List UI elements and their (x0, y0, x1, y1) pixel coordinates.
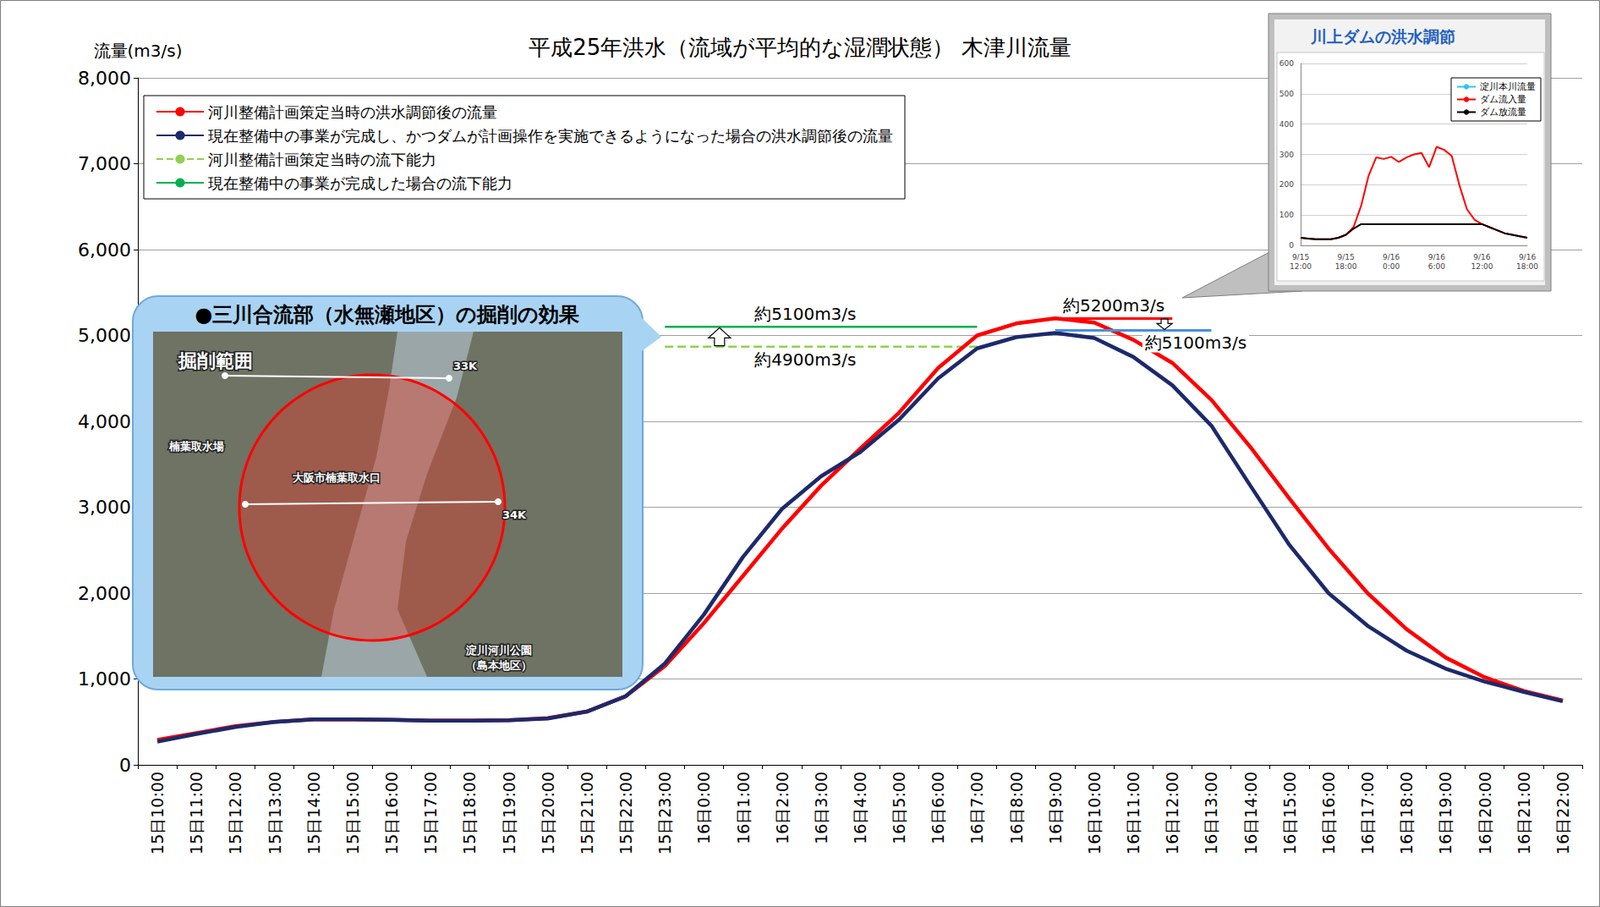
svg-text:16日20:00: 16日20:00 (1475, 771, 1495, 855)
svg-text:18:00: 18:00 (1335, 262, 1358, 271)
svg-text:15日16:00: 15日16:00 (382, 771, 401, 855)
svg-text:18:00: 18:00 (1516, 262, 1539, 271)
svg-text:16日4:00: 16日4:00 (850, 771, 870, 844)
svg-text:ダム流入量: ダム流入量 (1479, 93, 1527, 105)
svg-text:34K: 34K (502, 508, 527, 521)
svg-text:6:00: 6:00 (1428, 262, 1446, 271)
svg-text:掘削範囲: 掘削範囲 (177, 350, 253, 372)
svg-text:9/15: 9/15 (1336, 252, 1354, 262)
svg-text:（島本地区）: （島本地区） (465, 658, 532, 672)
svg-text:1,000: 1,000 (77, 668, 132, 690)
svg-text:淀川本川流量: 淀川本川流量 (1479, 81, 1536, 93)
svg-text:約5100m3/s: 約5100m3/s (1145, 332, 1247, 353)
svg-text:16日11:00: 16日11:00 (1123, 771, 1143, 855)
svg-text:400: 400 (1279, 120, 1294, 129)
svg-text:500: 500 (1279, 89, 1294, 99)
svg-text:16日14:00: 16日14:00 (1241, 771, 1261, 855)
svg-text:ダム放流量: ダム放流量 (1479, 106, 1527, 118)
svg-text:15日11:00: 15日11:00 (186, 771, 206, 855)
svg-text:4,000: 4,000 (77, 410, 132, 433)
svg-text:河川整備計画策定当時の洪水調節後の流量: 河川整備計画策定当時の洪水調節後の流量 (208, 103, 498, 121)
svg-text:16日0:00: 16日0:00 (694, 771, 713, 844)
svg-text:流量(m3/s): 流量(m3/s) (93, 40, 183, 61)
svg-text:16日19:00: 16日19:00 (1435, 771, 1455, 855)
svg-text:9/15: 9/15 (1292, 252, 1310, 262)
svg-text:16日9:00: 16日9:00 (1046, 771, 1065, 844)
svg-text:15日14:00: 15日14:00 (304, 771, 324, 855)
svg-text:15日18:00: 15日18:00 (460, 771, 479, 855)
svg-text:現在整備中の事業が完成した場合の流下能力: 現在整備中の事業が完成した場合の流下能力 (208, 174, 513, 192)
svg-text:現在整備中の事業が完成し、かつダムが計画操作を実施できるよう: 現在整備中の事業が完成し、かつダムが計画操作を実施できるようになった場合の洪水調… (208, 126, 894, 145)
svg-text:0: 0 (119, 754, 132, 776)
svg-text:約5200m3/s: 約5200m3/s (1063, 295, 1165, 316)
svg-text:16日10:00: 16日10:00 (1084, 771, 1104, 855)
svg-text:9/16: 9/16 (1518, 252, 1536, 262)
svg-text:16日6:00: 16日6:00 (928, 771, 948, 844)
svg-text:16日3:00: 16日3:00 (811, 771, 831, 844)
svg-text:15日12:00: 15日12:00 (225, 771, 245, 855)
svg-text:16日15:00: 16日15:00 (1280, 771, 1299, 855)
svg-text:16日13:00: 16日13:00 (1201, 771, 1221, 855)
svg-text:16日16:00: 16日16:00 (1319, 771, 1338, 855)
svg-text:16日7:00: 16日7:00 (967, 771, 987, 844)
svg-text:約4900m3/s: 約4900m3/s (754, 349, 856, 370)
svg-text:15日17:00: 15日17:00 (421, 771, 440, 855)
svg-text:15日23:00: 15日23:00 (655, 771, 674, 855)
svg-text:3,000: 3,000 (77, 496, 132, 518)
svg-text:9/16: 9/16 (1473, 252, 1491, 262)
svg-text:300: 300 (1279, 150, 1294, 159)
svg-text:16日5:00: 16日5:00 (889, 771, 909, 844)
svg-text:15日21:00: 15日21:00 (577, 771, 597, 855)
svg-text:大阪市楠葉取水口: 大阪市楠葉取水口 (292, 471, 381, 484)
svg-text:15日19:00: 15日19:00 (499, 771, 519, 855)
svg-text:15日13:00: 15日13:00 (265, 771, 285, 855)
svg-text:33K: 33K (453, 359, 478, 373)
svg-text:200: 200 (1279, 180, 1294, 189)
svg-text:16日8:00: 16日8:00 (1007, 771, 1026, 844)
svg-text:8,000: 8,000 (77, 67, 132, 89)
svg-text:15日20:00: 15日20:00 (538, 771, 558, 855)
svg-text:100: 100 (1279, 210, 1294, 220)
svg-text:9/16: 9/16 (1382, 252, 1400, 262)
svg-text:平成25年洪水（流域が平均的な湿潤状態） 木津川流量: 平成25年洪水（流域が平均的な湿潤状態） 木津川流量 (528, 34, 1071, 61)
svg-text:16日17:00: 16日17:00 (1358, 771, 1377, 855)
svg-text:600: 600 (1279, 59, 1294, 68)
svg-text:約5100m3/s: 約5100m3/s (754, 303, 856, 324)
svg-text:川上ダムの洪水調節: 川上ダムの洪水調節 (1309, 27, 1456, 46)
svg-text:●三川合流部（水無瀬地区）の掘削の効果: ●三川合流部（水無瀬地区）の掘削の効果 (195, 302, 581, 327)
svg-text:15日15:00: 15日15:00 (343, 771, 362, 855)
svg-text:河川整備計画策定当時の流下能力: 河川整備計画策定当時の流下能力 (208, 150, 437, 169)
svg-text:15日10:00: 15日10:00 (147, 771, 167, 855)
svg-text:5,000: 5,000 (77, 324, 132, 346)
svg-text:16日22:00: 16日22:00 (1553, 771, 1573, 855)
svg-text:2,000: 2,000 (77, 582, 132, 604)
svg-text:16日21:00: 16日21:00 (1514, 771, 1534, 855)
svg-text:楠葉取水場: 楠葉取水場 (168, 439, 225, 453)
svg-text:16日1:00: 16日1:00 (734, 771, 753, 844)
svg-text:16日12:00: 16日12:00 (1162, 771, 1182, 855)
svg-text:15日22:00: 15日22:00 (616, 771, 636, 855)
svg-text:12:00: 12:00 (1470, 262, 1493, 271)
svg-text:16日2:00: 16日2:00 (772, 771, 792, 844)
svg-text:淀川河川公園: 淀川河川公園 (465, 643, 532, 657)
svg-text:7,000: 7,000 (77, 153, 132, 175)
svg-text:9/16: 9/16 (1428, 252, 1446, 262)
svg-text:6,000: 6,000 (77, 239, 132, 261)
svg-text:0: 0 (1288, 241, 1294, 250)
svg-text:0:00: 0:00 (1382, 262, 1400, 271)
svg-text:16日18:00: 16日18:00 (1397, 771, 1416, 855)
svg-text:12:00: 12:00 (1289, 262, 1312, 271)
